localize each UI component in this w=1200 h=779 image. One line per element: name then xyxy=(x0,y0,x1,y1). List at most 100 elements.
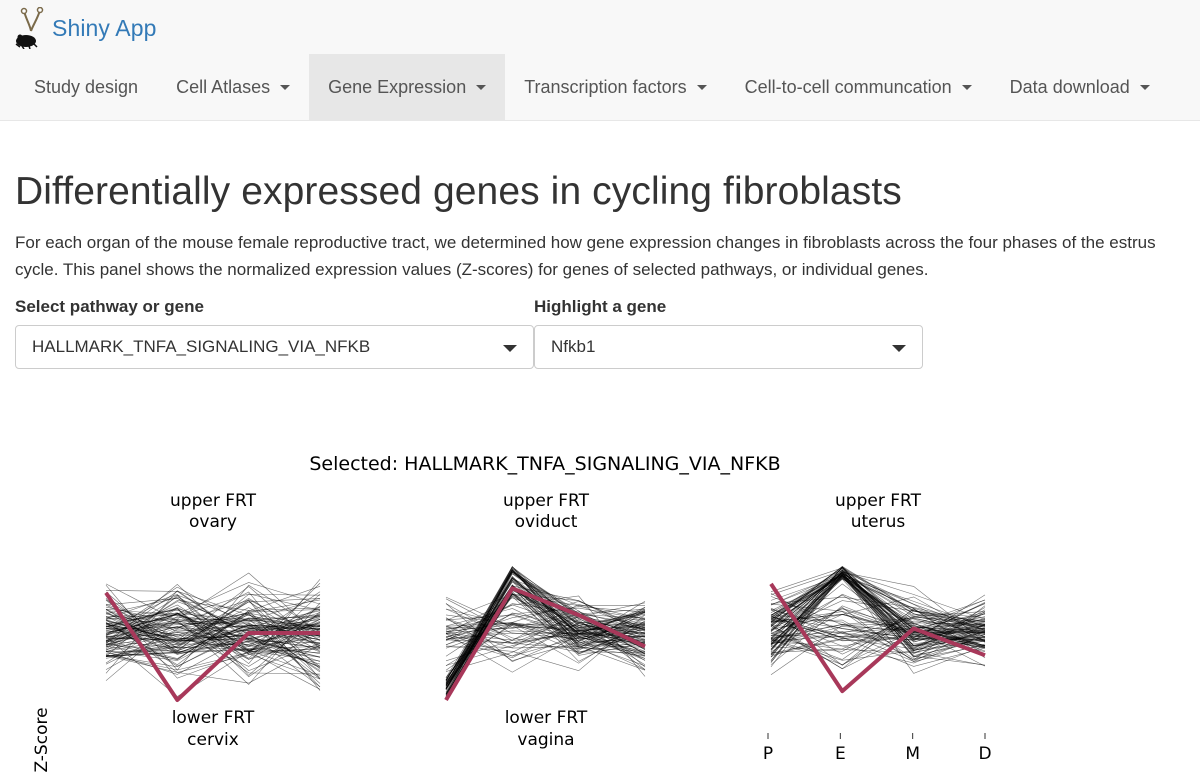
gene-line xyxy=(770,568,986,643)
nav-study-design[interactable]: Study design xyxy=(15,54,157,120)
pathway-select[interactable]: HALLMARK_TNFA_SIGNALING_VIA_NFKB xyxy=(15,325,534,369)
gene-line xyxy=(445,608,646,640)
panel-organ-label: cervix xyxy=(187,730,239,750)
nav-transcription-factors[interactable]: Transcription factors xyxy=(505,54,725,120)
nav-cell-communication[interactable]: Cell-to-cell communcation xyxy=(726,54,991,120)
highlighted-gene-line xyxy=(104,591,320,702)
gene-line xyxy=(105,626,321,657)
gene-line xyxy=(770,616,986,667)
nav-label: Cell-to-cell communcation xyxy=(744,76,952,97)
gene-line xyxy=(770,572,986,617)
nav-label: Study design xyxy=(34,76,139,97)
app-title: Shiny App xyxy=(52,14,157,41)
gene-line xyxy=(105,613,321,635)
x-tick-label: M xyxy=(905,744,920,764)
nav-label: Gene Expression xyxy=(328,76,467,97)
gene-line xyxy=(445,619,646,672)
gene-line xyxy=(105,609,321,660)
gene-line xyxy=(770,573,986,667)
page-description: For each organ of the mouse female repro… xyxy=(15,233,1156,279)
panel-region-label: upper FRT xyxy=(503,491,590,511)
gene-line xyxy=(105,623,321,655)
expression-plot: Selected: HALLMARK_TNFA_SIGNALING_VIA_NF… xyxy=(0,430,1200,779)
brand[interactable]: Shiny App xyxy=(14,6,156,50)
gene-line xyxy=(770,609,986,641)
gene-line xyxy=(770,574,986,645)
x-tick-label: P xyxy=(763,744,773,764)
gene-line xyxy=(770,583,986,643)
gene-line xyxy=(770,612,986,654)
nav-data-download[interactable]: Data download xyxy=(991,54,1169,120)
panel-region-label: lower FRT xyxy=(505,708,588,728)
highlighted-gene-line xyxy=(769,582,986,694)
pathway-select-label: Select pathway or gene xyxy=(15,297,204,316)
gene-line xyxy=(770,617,986,640)
gene-line xyxy=(445,577,646,687)
caret-down-icon xyxy=(696,84,707,90)
gene-line xyxy=(770,570,986,631)
gene-line xyxy=(105,618,321,660)
gene-line xyxy=(105,583,321,649)
gene-line xyxy=(770,619,986,661)
gene-line xyxy=(445,625,646,671)
highlighted-gene-line xyxy=(444,586,646,702)
highlight-select-label: Highlight a gene xyxy=(534,297,667,316)
gene-line xyxy=(105,593,321,659)
nav-cell-atlases[interactable]: Cell Atlases xyxy=(157,54,309,120)
gene-line xyxy=(770,615,986,653)
gene-line xyxy=(445,604,646,633)
caret-down-icon xyxy=(961,84,972,90)
nav-label: Transcription factors xyxy=(524,76,687,97)
gene-line xyxy=(770,609,986,661)
gene-line xyxy=(105,621,321,675)
highlight-select-value: Nfkb1 xyxy=(551,337,596,356)
gene-line xyxy=(770,567,986,643)
panel-region-label: upper FRT xyxy=(170,491,257,511)
panel-organ-label: vagina xyxy=(517,730,574,750)
app-logo-icon xyxy=(15,7,44,49)
gene-line xyxy=(445,619,646,646)
gene-line xyxy=(770,577,986,656)
gene-line xyxy=(445,604,646,662)
expression-plot-svg: Selected: HALLMARK_TNFA_SIGNALING_VIA_NF… xyxy=(32,453,992,773)
caret-down-icon xyxy=(1139,84,1150,90)
gene-line xyxy=(770,619,986,664)
gene-line xyxy=(770,573,986,661)
caret-down-icon xyxy=(476,84,487,90)
gene-line xyxy=(445,610,646,668)
pathway-select-value: HALLMARK_TNFA_SIGNALING_VIA_NFKB xyxy=(32,337,371,356)
gene-line xyxy=(105,610,321,628)
gene-line xyxy=(770,576,986,631)
gene-line xyxy=(105,599,321,691)
gene-line xyxy=(105,641,321,657)
nav-label: Data download xyxy=(1009,76,1130,97)
dropdown-arrow-icon xyxy=(892,345,906,352)
x-tick-label: D xyxy=(978,744,991,764)
nav-gene-expression[interactable]: Gene Expression xyxy=(309,54,506,120)
navbar: Shiny App Study design Cell Atlases Gene… xyxy=(0,0,1200,121)
gene-line xyxy=(770,570,986,651)
gene-line xyxy=(770,566,986,658)
gene-line xyxy=(770,566,986,650)
nav-label: Cell Atlases xyxy=(176,76,271,97)
panel-organ-label: ovary xyxy=(189,512,237,532)
gene-line xyxy=(770,596,986,625)
gene-line xyxy=(445,566,646,685)
gene-line xyxy=(445,587,646,686)
gene-line xyxy=(770,607,986,663)
main-nav: Study design Cell Atlases Gene Expressio… xyxy=(15,54,1169,120)
panel-region-label: upper FRT xyxy=(835,491,922,511)
x-tick-label: E xyxy=(835,744,846,764)
gene-line xyxy=(105,619,321,668)
gene-line xyxy=(770,573,986,630)
gene-line xyxy=(105,600,321,688)
gene-line xyxy=(770,630,986,665)
highlight-gene-select[interactable]: Nfkb1 xyxy=(534,325,923,369)
